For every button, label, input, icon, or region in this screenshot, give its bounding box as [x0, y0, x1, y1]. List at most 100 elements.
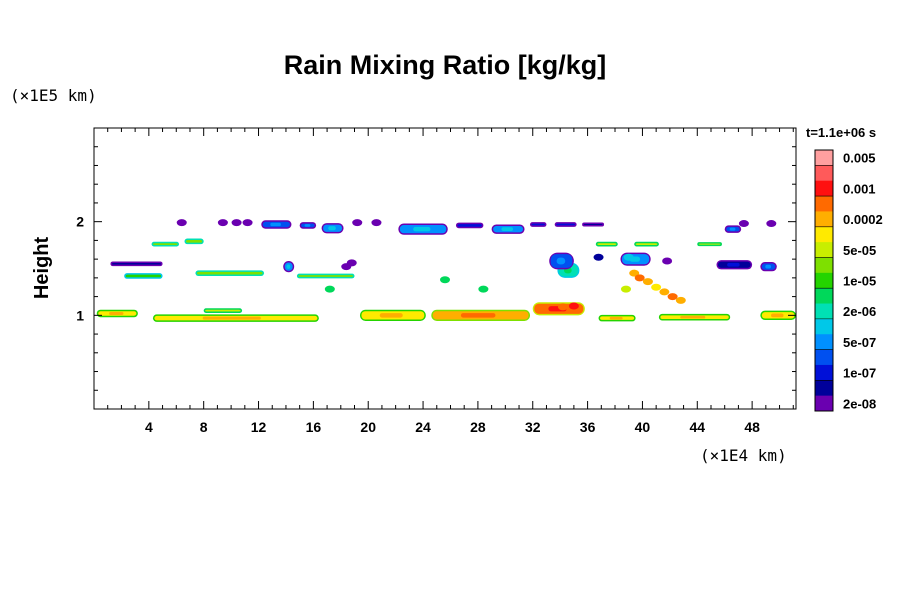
rain-cell	[593, 253, 604, 261]
y-axis-ticks: 12	[76, 146, 796, 391]
rain-cell	[557, 303, 568, 311]
rain-cell	[231, 219, 242, 227]
x-tick-label: 36	[580, 419, 596, 435]
rain-band	[203, 308, 243, 313]
x-tick-label: 28	[470, 419, 486, 435]
rain-cell	[659, 288, 670, 296]
rain-band	[634, 241, 659, 247]
colorbar-swatch	[815, 211, 833, 228]
rain-cell	[324, 285, 335, 293]
rain-band	[152, 314, 319, 322]
colorbar-label: 2e-06	[843, 304, 876, 319]
rain-band	[598, 314, 636, 322]
colorbar: 0.005 0.001 0.0002 5e-05 1e-05 2e-06 5e-07 1e-0…	[814, 149, 883, 412]
rain-band	[431, 309, 531, 321]
colorbar-swatch	[815, 349, 833, 366]
rain-band	[321, 223, 344, 234]
rain-band	[595, 241, 618, 247]
rain-cell	[478, 285, 489, 293]
x-tick-label: 32	[525, 419, 541, 435]
rain-band	[299, 222, 317, 229]
colorbar-swatch	[815, 257, 833, 274]
x-axis-ticks: 4 8 12 16 20 24 28 32 36 40 44 48	[107, 128, 794, 435]
rain-cell	[242, 219, 253, 227]
colorbar-swatch	[815, 364, 833, 381]
x-tick-label: 44	[689, 419, 705, 435]
rain-band	[359, 309, 426, 321]
colorbar-swatch	[815, 288, 833, 305]
colorbar-label: 2e-08	[843, 396, 876, 411]
colorbar-label: 0.005	[843, 151, 876, 166]
colorbar-swatch	[815, 318, 833, 335]
x-tick-label: 16	[306, 419, 322, 435]
y-tick-label: 2	[76, 214, 84, 230]
rain-band	[195, 270, 265, 276]
x-tick-label: 8	[200, 419, 208, 435]
x-tick-label: 20	[360, 419, 376, 435]
x-tick-label: 4	[145, 419, 153, 435]
colorbar-label: 5e-07	[843, 335, 876, 350]
rain-cell	[634, 274, 645, 282]
rain-cell	[176, 219, 187, 227]
x-axis-unit: (×1E4 km)	[700, 446, 787, 465]
colorbar-swatch	[815, 395, 833, 412]
colorbar-swatch	[815, 380, 833, 397]
rain-band	[716, 260, 753, 270]
rain-cell	[651, 283, 662, 291]
colorbar-swatch	[815, 272, 833, 289]
colorbar-label: 5e-05	[843, 243, 876, 258]
colorbar-swatch	[815, 165, 833, 182]
rain-band	[582, 222, 605, 227]
rain-band	[549, 252, 574, 270]
colorbar-label: 0.001	[843, 181, 876, 196]
colorbar-swatch	[815, 226, 833, 243]
rain-band	[283, 261, 295, 273]
rain-cell	[675, 296, 686, 304]
x-tick-label: 12	[251, 419, 267, 435]
rain-cell	[440, 276, 450, 284]
y-tick-label: 1	[76, 307, 84, 323]
rain-band	[96, 309, 138, 318]
plot-frame	[93, 127, 797, 410]
rain-cell	[662, 257, 673, 265]
rain-band	[261, 220, 292, 229]
rain-band	[554, 222, 577, 227]
rain-band	[697, 242, 722, 247]
y-axis-unit: (×1E5 km)	[10, 86, 97, 105]
rain-band	[110, 261, 163, 267]
colorbar-swatch	[815, 150, 833, 166]
colorbar-swatch	[815, 242, 833, 258]
colorbar-swatch	[815, 180, 833, 197]
colorbar-swatch	[815, 196, 833, 212]
x-tick-label: 40	[635, 419, 651, 435]
rain-band	[398, 223, 448, 235]
rain-cell	[217, 219, 228, 227]
x-tick-label: 24	[415, 419, 431, 435]
colorbar-swatch	[815, 334, 833, 351]
rain-band	[491, 224, 525, 234]
colorbar-swatch	[815, 303, 833, 320]
plot-background	[94, 128, 796, 409]
plot-area: 4 8 12 16 20 24 28 32 36 40 44 48 12	[76, 127, 797, 435]
rain-cell	[623, 253, 634, 261]
rain-cell	[766, 220, 777, 228]
y-axis-label: Height	[31, 237, 53, 300]
colorbar-label: 1e-05	[843, 274, 876, 289]
x-tick-label: 48	[744, 419, 760, 435]
rain-cell	[629, 269, 640, 277]
rain-band	[184, 238, 204, 245]
rain-cell	[738, 220, 749, 228]
rain-cell	[346, 259, 357, 267]
rain-cell	[620, 285, 631, 293]
rain-band	[530, 222, 547, 227]
rain-band	[658, 313, 731, 321]
rain-cell	[371, 219, 382, 227]
rain-cell	[352, 219, 363, 227]
rain-band	[124, 273, 163, 279]
rain-field	[96, 219, 796, 322]
rain-band	[724, 225, 742, 233]
chart-title: Rain Mixing Ratio [kg/kg]	[284, 50, 607, 80]
colorbar-label: 0.0002	[843, 212, 883, 227]
rain-band	[760, 261, 777, 272]
